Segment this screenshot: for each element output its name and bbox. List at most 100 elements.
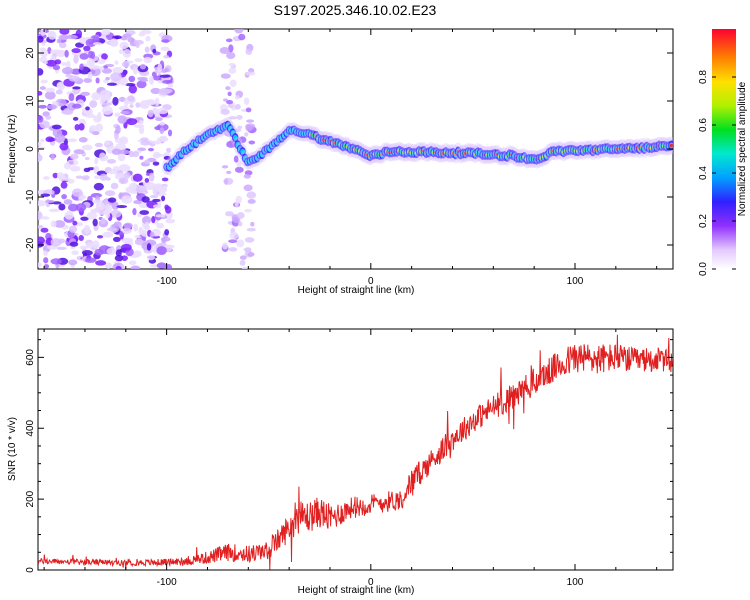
spectrogram-noise-blob	[50, 258, 62, 265]
spectrogram-y-tick-label: 10	[25, 95, 36, 107]
spectrogram-noise-blob	[43, 60, 48, 65]
spectrogram-noise-blob	[164, 204, 169, 210]
snr-y-tick-label: 200	[25, 490, 36, 507]
spectrogram-noise-blob	[228, 116, 238, 120]
spectrogram-noise-blob	[245, 107, 252, 113]
spectrogram-noise-blob	[105, 177, 111, 181]
spectrogram-noise-blob	[79, 53, 89, 60]
spectrogram-noise-blob	[85, 38, 97, 48]
spectrogram-noise-blob	[68, 93, 75, 102]
spectrogram-noise-blob	[234, 201, 239, 208]
spectrogram-noise-blob	[68, 75, 80, 82]
spectrogram-noise-blob	[138, 125, 145, 135]
spectrogram-noise-blob	[134, 238, 144, 245]
spectrogram-noise-blob	[111, 201, 119, 210]
spectrogram-noise-blob	[132, 67, 138, 75]
spectrogram-noise-blob	[157, 63, 163, 73]
spectrogram-noise-blob	[118, 177, 129, 185]
spectrogram-noise-blob	[114, 35, 122, 40]
spectrogram-noise-blob	[104, 190, 116, 197]
spectrogram-noise-blob	[137, 147, 146, 152]
spectrogram-noise-blob	[129, 104, 134, 108]
spectrogram-noise-blob	[144, 46, 150, 53]
spectrogram-noise-blob	[110, 72, 122, 82]
spectrogram-noise-blob	[106, 247, 117, 255]
spectrogram-noise-blob	[112, 66, 124, 75]
spectrogram-noise-blob	[71, 250, 79, 256]
spectrogram-noise-blob	[110, 182, 119, 190]
spectrogram-noise-blob	[55, 89, 63, 95]
spectrogram-y-tick-label: -10	[25, 189, 36, 204]
spectrogram-noise-blob	[167, 129, 173, 137]
spectrogram-noise-blob	[72, 116, 79, 121]
spectrogram-noise-blob	[39, 86, 46, 90]
spectrogram-noise-blob	[121, 61, 130, 68]
spectrogram-ridge	[161, 117, 673, 176]
spectrogram-noise-blob	[159, 135, 168, 142]
spectrogram-noise-blob	[155, 117, 163, 121]
spectrogram-noise-blob	[58, 203, 66, 211]
spectrogram-noise-blob	[152, 153, 164, 158]
spectrogram-noise-blob	[162, 185, 168, 192]
spectrogram-noise-blob	[68, 259, 78, 266]
spectrogram-noise-blob	[63, 177, 71, 182]
spectrogram-noise-blob	[221, 165, 229, 169]
spectrogram-noise-blob	[141, 230, 148, 237]
spectrogram-noise-blob	[121, 227, 132, 235]
spectrogram-noise-blob	[75, 203, 87, 212]
spectrogram-noise-blob	[243, 247, 252, 252]
spectrogram-noise-blob	[247, 199, 256, 204]
spectrogram-noise-blob	[45, 59, 58, 67]
spectrogram-noise-blob	[42, 111, 50, 117]
snr-y-ticks: 0 200 400 600	[25, 339, 673, 573]
spectrogram-noise-blob	[78, 196, 84, 201]
spectrogram-noise-blob	[48, 208, 60, 213]
spectrogram-noise-blob	[226, 52, 236, 60]
spectrogram-noise-blob	[61, 61, 68, 66]
spectrogram-noise-blob	[223, 98, 228, 102]
spectrogram-noise	[38, 29, 257, 269]
spectrogram-noise-blob	[220, 108, 230, 115]
spectrogram-noise-blob	[228, 62, 236, 67]
spectrogram-noise-blob	[115, 249, 122, 257]
spectrogram-noise-blob	[236, 239, 245, 248]
spectrogram-noise-blob	[159, 74, 171, 78]
spectrogram-noise-blob	[79, 63, 84, 71]
spectrogram-noise-blob	[138, 32, 146, 37]
spectrogram-noise-blob	[99, 173, 108, 181]
spectrogram-noise-blob	[75, 175, 84, 179]
spectrogram-noise-blob	[116, 204, 128, 209]
spectrogram-noise-blob	[78, 137, 88, 143]
spectrogram-y-tick-label: 20	[25, 47, 36, 59]
spectrogram-noise-blob	[239, 255, 247, 260]
spectrogram-noise-blob	[114, 112, 121, 117]
spectrogram-noise-blob	[139, 210, 150, 216]
spectrogram-noise-blob	[102, 231, 114, 238]
spectrogram-noise-blob	[229, 231, 239, 240]
spectrogram-noise-blob	[120, 243, 132, 251]
spectrogram-noise-blob	[139, 155, 144, 160]
spectrogram-noise-blob	[117, 115, 127, 124]
spectrogram-y-tick-label: -20	[25, 237, 36, 252]
spectrogram-noise-blob	[245, 124, 253, 132]
spectrogram-noise-blob	[47, 104, 57, 110]
spectrogram-noise-blob	[38, 224, 44, 229]
spectrogram-noise-blob	[47, 30, 57, 40]
spectrogram-noise-blob	[95, 260, 107, 266]
spectrogram-noise-blob	[167, 83, 174, 88]
spectrogram-noise-blob	[225, 211, 234, 217]
colorbar-ticks: 0.0 0.2 0.4 0.6 0.8	[698, 70, 736, 276]
spectrogram-noise-blob	[107, 197, 117, 203]
spectrogram-noise-blob	[97, 58, 106, 64]
spectrogram-noise-blob	[40, 193, 51, 197]
spectrogram-noise-blob	[80, 216, 89, 221]
spectrogram-noise-blob	[163, 55, 170, 59]
spectrogram-noise-blob	[133, 199, 142, 205]
spectrogram-noise-blob	[144, 177, 150, 183]
spectrogram-noise-blob	[247, 252, 255, 257]
spectrogram-noise-blob	[56, 246, 67, 251]
colorbar-gradient	[712, 29, 736, 269]
spectrogram-x-tick-label: -100	[157, 276, 177, 287]
spectrogram-noise-blob	[61, 67, 74, 75]
